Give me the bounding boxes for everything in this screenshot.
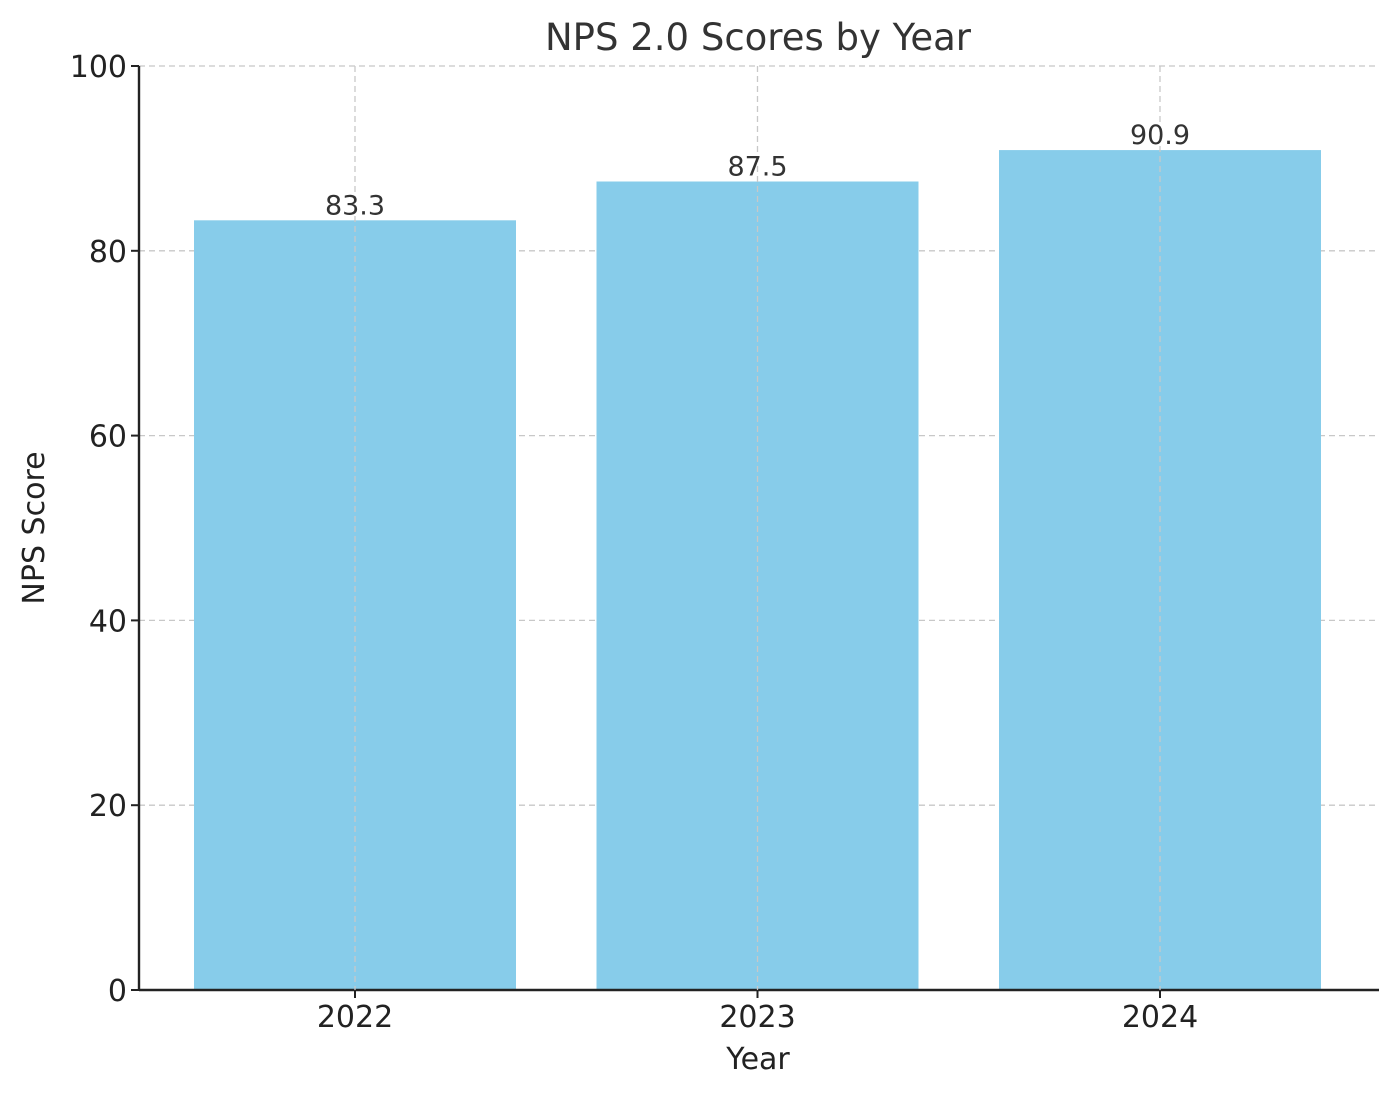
chart-title: NPS 2.0 Scores by Year	[545, 16, 972, 59]
bar-value-label: 83.3	[325, 190, 385, 221]
y-tick-label: 80	[89, 235, 127, 270]
x-tick-label: 2024	[1122, 1000, 1198, 1035]
ticks: 0 20 40 60 80 100 2022 2023 2024	[70, 50, 1198, 1035]
y-tick-label: 60	[89, 420, 127, 455]
y-tick-label: 40	[89, 604, 127, 639]
y-tick-label: 100	[70, 50, 127, 85]
x-axis-label: Year	[725, 1042, 790, 1077]
x-tick-label: 2022	[317, 1000, 393, 1035]
axes	[137, 66, 1379, 992]
y-axis-label: NPS Score	[17, 451, 52, 604]
bar	[194, 220, 516, 991]
bar-value-label: 87.5	[727, 152, 787, 183]
y-tick-label: 0	[108, 974, 127, 1009]
y-tick-label: 20	[89, 789, 127, 824]
x-tick-label: 2023	[719, 1000, 795, 1035]
data-labels: 83.3 87.5 90.9	[325, 66, 1190, 990]
bar-value-label: 90.9	[1130, 120, 1190, 151]
